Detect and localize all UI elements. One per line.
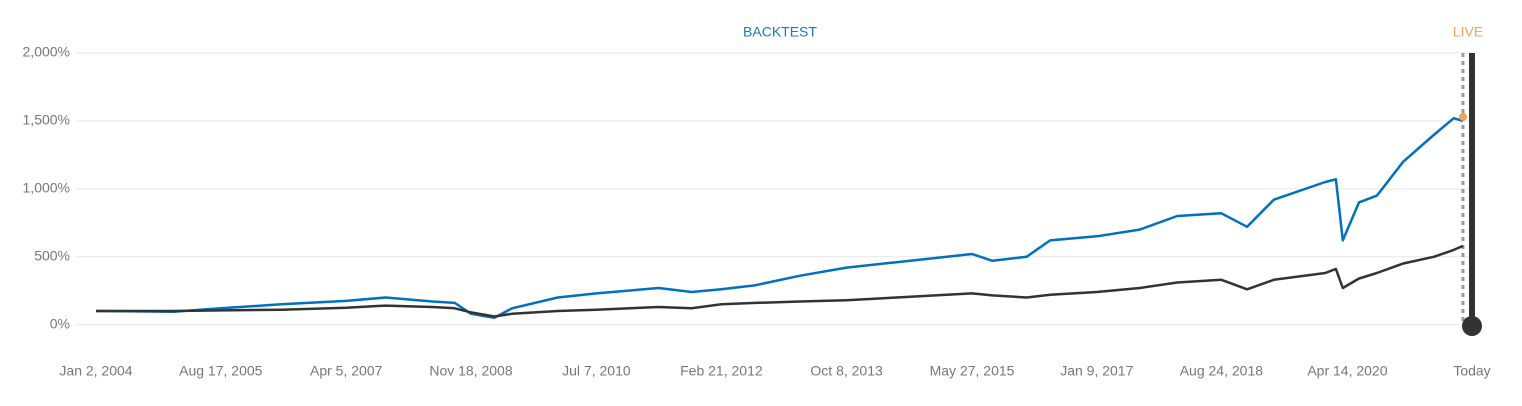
x-tick-label: Apr 14, 2020: [1307, 363, 1387, 379]
y-tick-label: 0%: [50, 315, 70, 331]
x-tick-label: Aug 24, 2018: [1180, 363, 1264, 379]
x-tick-label: Jul 7, 2010: [562, 363, 631, 379]
x-tick-label: Apr 5, 2007: [310, 363, 383, 379]
range-handle: [1462, 316, 1482, 336]
x-tick-label: Nov 18, 2008: [429, 363, 512, 379]
live-point: [1458, 112, 1467, 121]
x-tick-label: Oct 8, 2013: [810, 363, 883, 379]
x-tick-label: Feb 21, 2012: [680, 363, 763, 379]
series-line: [95, 116, 1464, 320]
y-tick-label: 1,500%: [23, 112, 70, 128]
x-tick-label: Jan 2, 2004: [59, 363, 132, 379]
x-tick-label: Today: [1453, 363, 1490, 379]
live-label: LIVE: [1453, 24, 1483, 40]
chart-title: BACKTEST: [743, 24, 817, 40]
y-tick-label: 500%: [34, 247, 70, 263]
x-tick-label: Aug 17, 2005: [179, 363, 263, 379]
x-tick-label: Jan 9, 2017: [1060, 363, 1133, 379]
y-tick-label: 1,000%: [23, 180, 70, 196]
y-tick-label: 2,000%: [23, 44, 70, 60]
x-tick-label: May 27, 2015: [930, 363, 1015, 379]
series-line: [96, 244, 1464, 318]
